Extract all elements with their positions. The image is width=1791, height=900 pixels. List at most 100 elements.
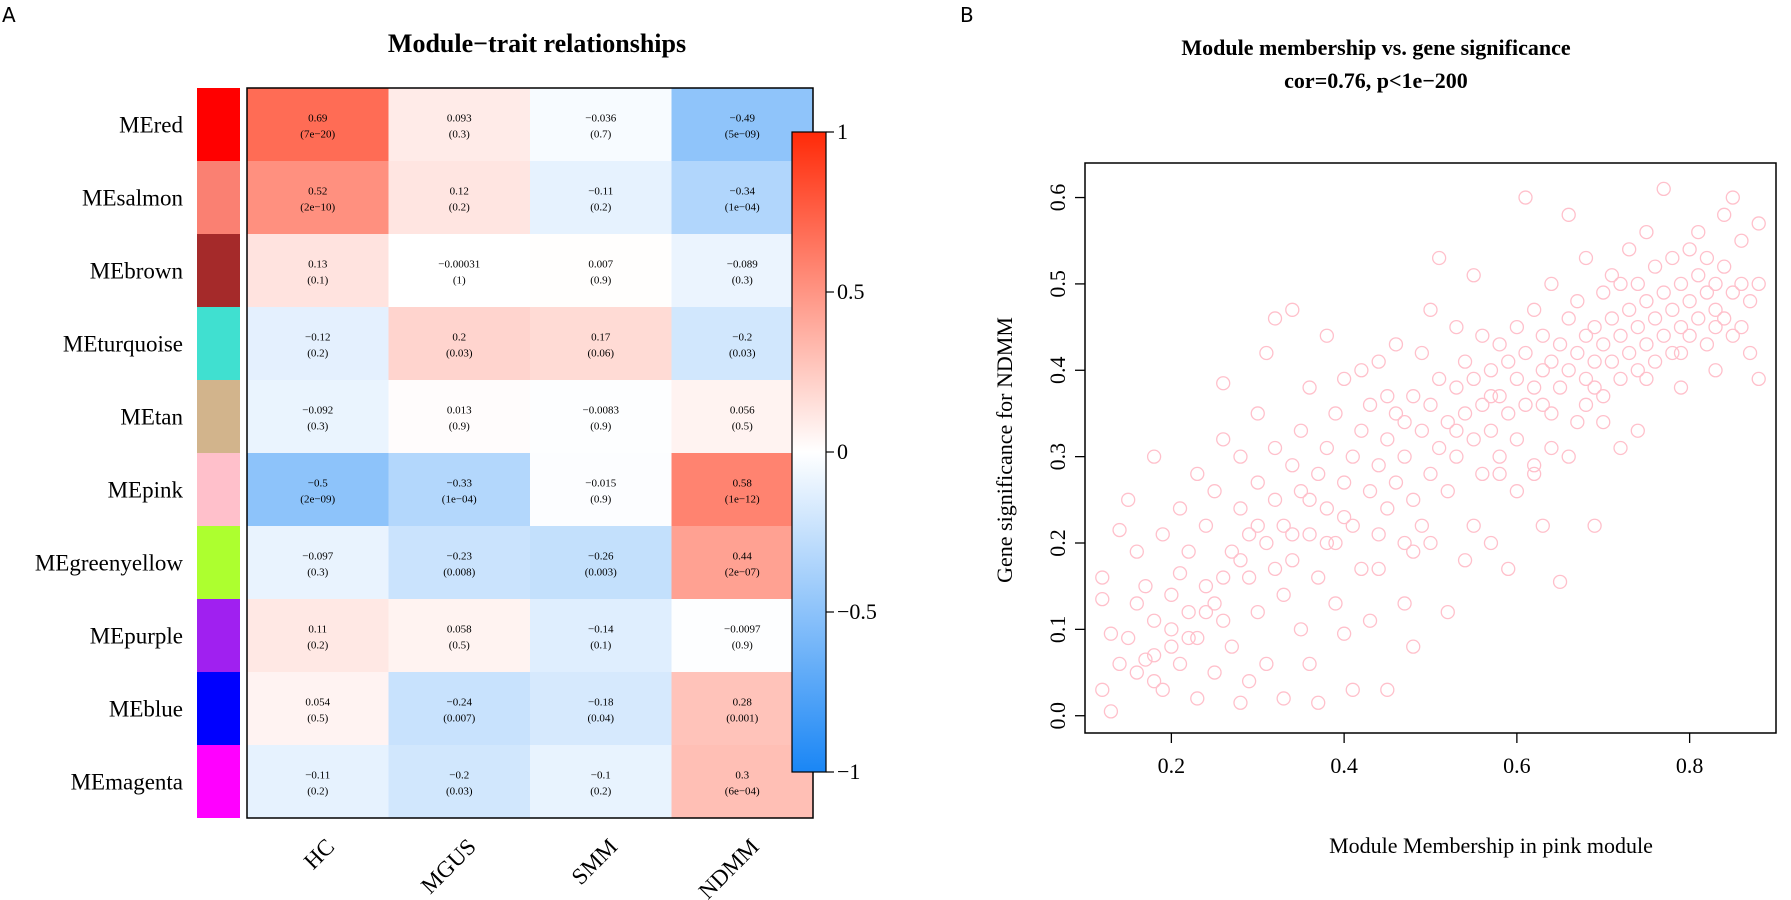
scatter-point	[1535, 363, 1550, 378]
scatter-point	[1613, 371, 1628, 387]
scatter-point	[1241, 527, 1257, 542]
scatter-point	[1328, 406, 1343, 421]
scatter-point	[1362, 613, 1378, 628]
cell-pvalue-label: (0.2)	[590, 202, 611, 214]
scatter-point	[1259, 345, 1274, 361]
scatter-point	[1630, 423, 1645, 438]
scatter-point	[1336, 509, 1352, 525]
scatter-point	[1233, 695, 1248, 710]
scatter-point	[1216, 432, 1231, 447]
legend-colorbar	[791, 131, 827, 773]
scatter-point	[1751, 276, 1766, 292]
heatmap-cell	[247, 234, 389, 308]
scatter-point	[1708, 302, 1723, 317]
scatter-point	[1285, 302, 1300, 317]
cell-pvalue-label: (0.3)	[732, 275, 753, 287]
cell-pvalue-label: (1e−12)	[725, 494, 760, 506]
cell-pvalue-label: (0.9)	[590, 275, 611, 287]
scatter-point	[1414, 423, 1430, 438]
cell-pvalue-label: (0.001)	[726, 713, 758, 725]
y-tick-label: 0.0	[1045, 702, 1070, 730]
heatmap-cell	[247, 380, 389, 454]
heatmap-cell	[247, 161, 389, 235]
scatter-point	[1535, 397, 1550, 412]
heatmap-cell	[247, 599, 389, 673]
scatter-point	[1172, 656, 1188, 672]
row-swatch-MEpink	[197, 453, 240, 526]
x-tick-label: 0.2	[1158, 753, 1186, 778]
scatter-point	[1233, 501, 1248, 516]
heatmap-cell	[388, 88, 531, 162]
row-label-MEpurple: MEpurple	[90, 624, 183, 649]
scatter-point	[1483, 389, 1499, 404]
heatmap-cell	[530, 453, 672, 527]
scatter-point	[1751, 216, 1766, 231]
column-label-NDMM: NDMM	[694, 834, 764, 900]
cell-value-label: −0.26	[588, 551, 614, 563]
scatter-point	[1587, 319, 1602, 335]
column-labels: HC MGUS SMM NDMM	[299, 834, 764, 900]
cell-pvalue-label: (1e−04)	[442, 494, 477, 506]
heatmap-cells	[247, 88, 814, 819]
scatter-point	[1613, 328, 1628, 343]
scatter-point	[1276, 691, 1291, 706]
scatter-point	[1647, 259, 1663, 274]
heatmap-cell	[530, 307, 672, 381]
cell-pvalue-label: (0.1)	[307, 275, 328, 287]
scatter-point	[1466, 432, 1481, 447]
cell-pvalue-label: (0.04)	[587, 713, 614, 725]
cell-value-label: −0.1	[591, 770, 611, 782]
cell-value-label: −0.12	[305, 332, 330, 344]
scatter-point	[1207, 665, 1222, 680]
scatter-point	[1146, 449, 1162, 464]
scatter-point	[1406, 639, 1421, 654]
scatter-point	[1475, 466, 1490, 482]
scatter-point	[1449, 380, 1464, 395]
scatter-point	[1397, 596, 1412, 611]
scatter-point	[1561, 207, 1576, 222]
scatter-point	[1354, 423, 1369, 438]
scatter-point	[1578, 397, 1594, 412]
scatter-point	[1311, 570, 1326, 585]
scatter-point	[1665, 345, 1680, 361]
scatter-point	[1552, 337, 1568, 352]
scatter-point	[1371, 527, 1386, 542]
scatter-point	[1302, 380, 1317, 395]
scatter-subtitle: cor=0.76, p<1e−200	[1284, 68, 1468, 93]
heatmap-cell	[247, 88, 389, 162]
scatter-point	[1267, 440, 1283, 456]
scatter-point	[1354, 363, 1369, 378]
scatter-point	[1440, 484, 1455, 499]
scatter-point	[1336, 475, 1352, 490]
row-swatch-MEsalmon	[197, 161, 240, 234]
cell-pvalue-label: (0.2)	[307, 640, 328, 652]
cell-pvalue-label: (7e−20)	[300, 129, 335, 141]
scatter-point	[1622, 345, 1637, 361]
scatter-point	[1164, 587, 1179, 602]
heatmap-cell	[671, 307, 814, 381]
scatter-point	[1095, 682, 1110, 697]
scatter-point	[1198, 518, 1214, 533]
scatter-point	[1449, 449, 1464, 464]
scatter-point	[1190, 691, 1205, 706]
row-swatch-MEpurple	[197, 599, 240, 672]
heatmap-cell	[530, 745, 672, 819]
heatmap-cell	[671, 453, 814, 527]
cell-value-label: −0.2	[732, 332, 752, 344]
cell-value-label: 0.11	[308, 624, 327, 636]
heatmap-cell	[530, 88, 672, 162]
cell-value-label: 0.17	[591, 332, 611, 344]
row-labels: MEred MEsalmon MEbrown MEturquoise MEtan MEpi…	[35, 113, 184, 795]
scatter-point	[1578, 250, 1594, 266]
scatter-point	[1224, 544, 1239, 559]
scatter-point	[1622, 302, 1637, 317]
scatter-point	[1682, 294, 1697, 309]
scatter-point	[1509, 319, 1525, 335]
scatter-point	[1362, 484, 1378, 499]
scatter-point	[1699, 337, 1715, 352]
row-label-MEpink: MEpink	[108, 478, 184, 503]
scatter-point	[1656, 285, 1671, 300]
scatter-point	[1198, 579, 1214, 594]
scatter-point	[1483, 423, 1499, 438]
